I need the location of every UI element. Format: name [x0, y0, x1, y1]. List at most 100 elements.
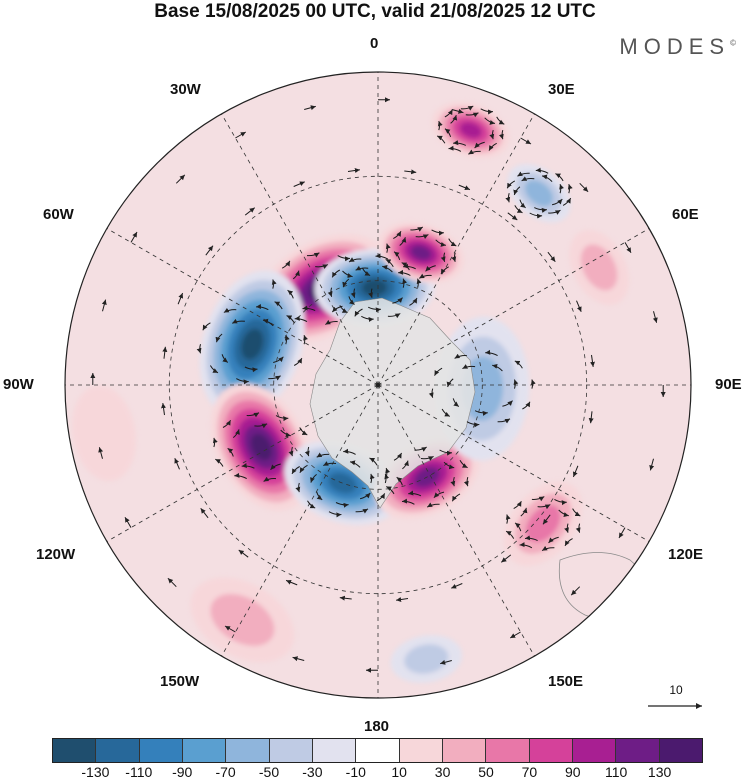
wind-vector — [559, 183, 564, 194]
wind-vector — [519, 199, 526, 209]
wind-vector — [215, 333, 223, 343]
wind-vector — [564, 523, 569, 533]
wind-vector — [452, 398, 460, 407]
wind-vector — [502, 400, 513, 407]
wind-vector — [227, 447, 234, 457]
wind-vector — [288, 446, 294, 457]
wind-vector — [541, 174, 553, 182]
wind-vector — [235, 131, 247, 139]
wind-vector — [196, 344, 202, 354]
wind-vector — [174, 458, 180, 470]
wind-vector — [294, 315, 308, 323]
colorbar-tick-label: -70 — [215, 764, 236, 780]
wind-vector — [485, 349, 498, 357]
wind-vector — [200, 507, 209, 519]
wind-vector — [460, 105, 474, 111]
wind-vector — [385, 243, 391, 253]
wind-vector — [489, 129, 495, 140]
modes-logo: MODES© — [619, 34, 736, 60]
wind-vector — [524, 535, 538, 542]
wind-vector — [463, 476, 469, 487]
wind-vector — [497, 418, 511, 424]
wind-vector — [362, 267, 371, 277]
lon-label-90w: 90W — [3, 376, 34, 393]
wind-vector — [339, 595, 352, 601]
lon-label-30e: 30E — [548, 81, 575, 98]
colorbar-swatch — [529, 739, 573, 762]
wind-vector — [541, 545, 555, 552]
wind-vector — [307, 500, 316, 509]
wind-vector — [436, 135, 446, 144]
wind-vector — [564, 538, 573, 547]
lon-label-60w: 60W — [43, 206, 74, 223]
wind-vector — [316, 452, 330, 458]
wind-vector — [302, 305, 316, 312]
wind-vector — [529, 212, 543, 219]
wind-vector — [465, 112, 479, 118]
anomaly-contour — [459, 122, 482, 139]
colorbar-swatch — [659, 739, 702, 762]
wind-vector — [440, 252, 446, 262]
wind-vector — [562, 197, 572, 206]
wind-vector — [304, 105, 316, 111]
wind-vector — [403, 263, 416, 270]
wind-vector — [209, 365, 219, 374]
wind-vector — [236, 378, 249, 385]
anomaly-contour — [525, 180, 553, 207]
wind-vector — [175, 174, 186, 184]
wind-vector — [177, 292, 184, 305]
wind-vector — [161, 403, 166, 416]
wind-vector — [409, 297, 418, 306]
wind-vector — [570, 586, 581, 596]
wind-vector — [286, 315, 295, 324]
wind-vector — [426, 502, 440, 508]
south-pole-dot — [375, 382, 381, 388]
wind-vector — [291, 466, 300, 475]
wind-vector — [431, 229, 444, 236]
wind-vector — [521, 176, 535, 182]
anomaly-contour — [580, 244, 618, 291]
wind-vector — [451, 493, 461, 502]
wind-vector — [401, 498, 415, 505]
colorbar-swatch — [139, 739, 183, 762]
wind-vector — [270, 463, 281, 471]
colorbar-swatch — [572, 739, 617, 762]
wind-vector — [505, 193, 511, 203]
wind-vector — [316, 491, 323, 501]
wind-vector — [567, 183, 573, 194]
colorbar-tick-label: 50 — [478, 764, 494, 780]
wind-vector — [273, 356, 284, 363]
wind-vector — [402, 278, 408, 288]
wind-vector — [386, 486, 395, 495]
wind-vector — [652, 311, 658, 323]
lon-label-150e: 150E — [548, 673, 584, 690]
wind-vector — [327, 287, 333, 297]
anomaly-contour — [210, 593, 275, 646]
wind-vector — [292, 270, 300, 280]
wind-vector — [292, 656, 305, 662]
wind-vector — [222, 419, 232, 428]
wind-vector — [244, 366, 258, 373]
wind-vector — [408, 490, 422, 497]
vector-reference-label: 10 — [669, 683, 683, 697]
wind-vector — [385, 467, 391, 478]
colorbar-swatch — [226, 739, 270, 762]
wind-vector — [285, 579, 298, 586]
wind-vector — [484, 117, 496, 125]
wind-vector — [506, 180, 516, 189]
wind-vector — [331, 305, 343, 313]
anomaly-contour — [241, 328, 264, 360]
anomaly-contour — [72, 385, 136, 481]
wind-vector — [367, 306, 381, 313]
wind-vector — [295, 482, 301, 493]
lon-label-90e: 90E — [715, 376, 742, 393]
brand-mark: © — [730, 38, 736, 48]
wind-vector — [304, 446, 310, 457]
wind-vector — [534, 207, 547, 213]
wind-vector — [244, 207, 256, 216]
colorbar-tick-label: -50 — [258, 764, 280, 780]
lon-label-150w: 150W — [160, 673, 200, 690]
wind-vector — [355, 508, 369, 514]
wind-vector — [98, 447, 104, 459]
lon-label-120w: 120W — [36, 546, 76, 563]
